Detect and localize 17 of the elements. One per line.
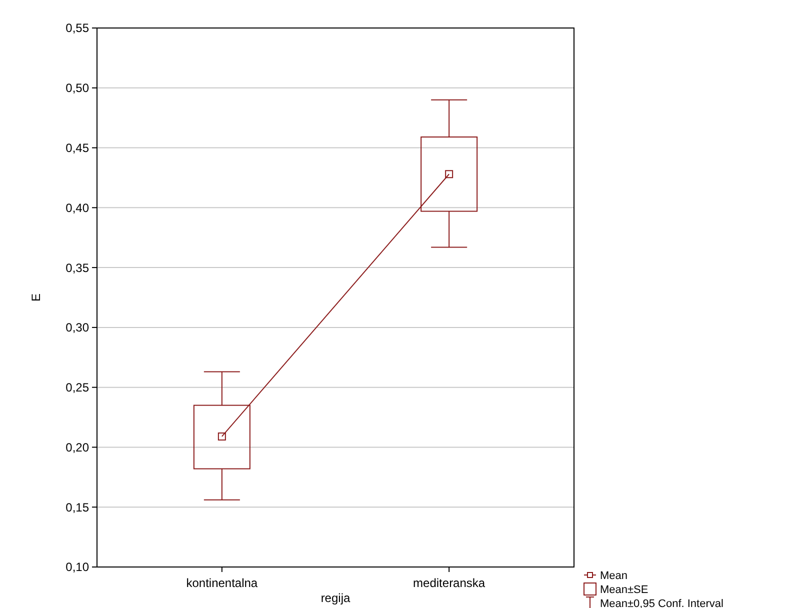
- x-axis-title: regija: [320, 591, 350, 605]
- text: Mean±0,95 Conf. Interval: [600, 598, 724, 608]
- y-tick-label: 0,35: [66, 260, 90, 275]
- y-tick-label: 0,45: [66, 140, 90, 155]
- y-tick-label: 0,55: [66, 21, 90, 36]
- y-tick-label: 0,40: [66, 200, 90, 215]
- legend-label: Mean: [600, 570, 628, 582]
- y-tick-label: 0,30: [66, 320, 90, 335]
- y-tick-label: 0,50: [66, 81, 90, 96]
- y-tick-label: 0,20: [66, 440, 90, 454]
- x-tick-label: mediteranska: [413, 576, 486, 590]
- y-tick-label: 0,25: [66, 380, 90, 395]
- y-axis-title: E: [29, 293, 43, 302]
- legend-label: Mean±SE: [600, 584, 648, 596]
- x-tick-label: kontinentalna: [186, 576, 258, 590]
- y-tick-label: 0,15: [66, 500, 90, 514]
- y-tick-label: 0,10: [66, 560, 90, 574]
